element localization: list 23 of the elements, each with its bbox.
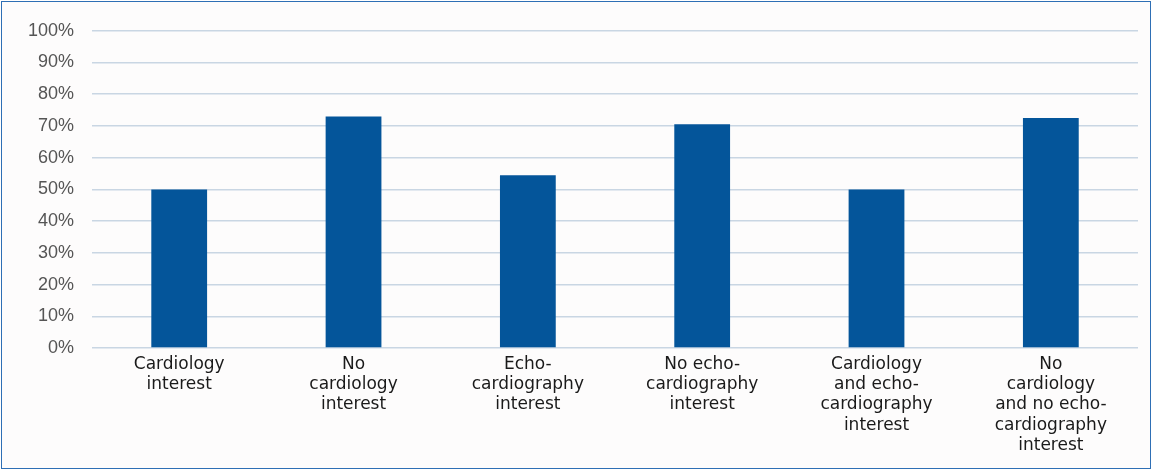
x-tick-label: Cardiology interest	[133, 352, 225, 394]
x-tick-label: Echo-cardiography interest	[471, 352, 584, 414]
y-tick-label: 50%	[38, 178, 75, 199]
y-tick-label: 20%	[38, 273, 75, 294]
y-tick-label: 0%	[48, 336, 75, 357]
y-tick-label: 30%	[38, 241, 75, 262]
x-tick-label: Cardiology and echo-cardiography interest	[820, 352, 933, 434]
x-tick-label: No echo-cardiography interest	[646, 352, 759, 414]
y-tick-label: 90%	[38, 51, 75, 72]
bar	[151, 189, 208, 348]
y-tick-label: 60%	[38, 146, 75, 167]
bar	[1022, 118, 1079, 348]
x-tick-label: No cardiology interest	[309, 352, 398, 414]
y-tick-label: 80%	[38, 83, 75, 104]
bar	[674, 124, 731, 348]
y-tick-label: 100%	[27, 19, 75, 40]
bar	[499, 175, 556, 348]
y-tick-label: 10%	[38, 305, 75, 326]
y-tick-label: 70%	[38, 114, 75, 135]
y-tick-label: 40%	[38, 210, 75, 231]
x-tick-label: No cardiology and no echo-cardiography interest	[994, 352, 1107, 455]
bar	[848, 189, 905, 348]
bar	[325, 116, 382, 348]
